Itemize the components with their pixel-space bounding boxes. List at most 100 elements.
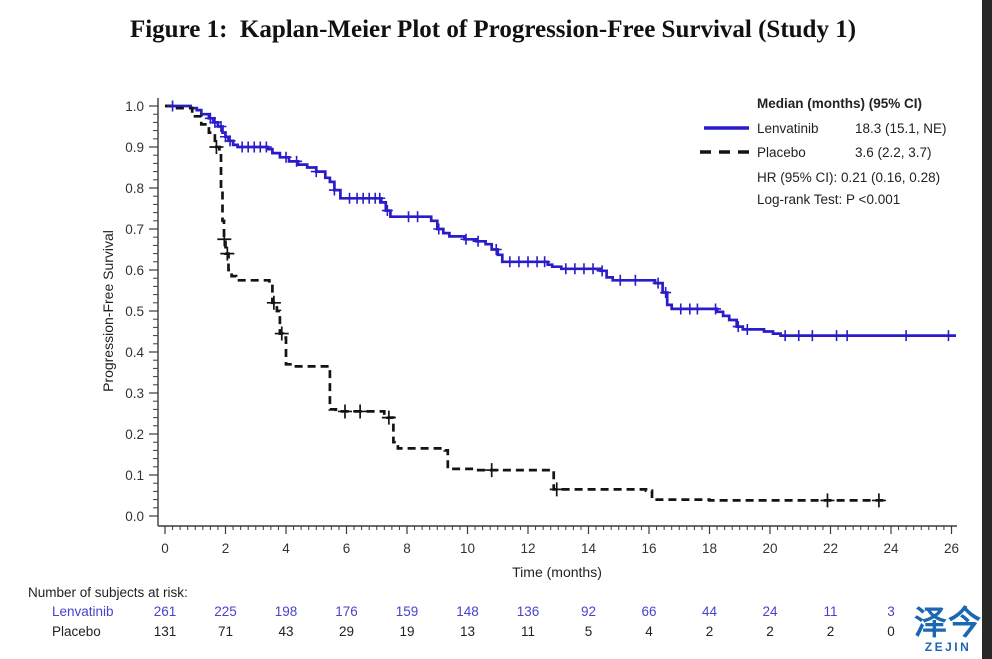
lenvatinib-censor-mark (260, 141, 272, 153)
hazard-ratio-text: HR (95% CI): 0.21 (0.16, 0.28) (757, 170, 940, 185)
at-risk-count: 11 (823, 604, 837, 619)
tick-marks (149, 105, 953, 534)
at-risk-count: 4 (645, 624, 653, 639)
placebo-censor-mark (871, 493, 886, 508)
axes (157, 98, 957, 527)
placebo-censor-mark (266, 295, 281, 310)
at-risk-count: 3 (887, 604, 895, 619)
lenvatinib-censor-mark (224, 135, 236, 147)
x-tick-label: 4 (282, 541, 290, 556)
at-risk-count: 13 (460, 624, 475, 639)
x-tick-label: 20 (762, 541, 777, 556)
lenvatinib-censor-mark (831, 330, 843, 342)
lenvatinib-censor-mark (779, 330, 791, 342)
at-risk-count: 43 (278, 624, 293, 639)
at-risk-row-label: Lenvatinib (52, 604, 114, 619)
at-risk-row-label: Placebo (52, 624, 101, 639)
lenvatinib-censor-mark (460, 233, 472, 245)
x-tick-label: 24 (883, 541, 899, 556)
at-risk-count: 19 (399, 624, 414, 639)
placebo-censor-mark (820, 493, 835, 508)
y-axis-title: Progression-Free Survival (100, 230, 116, 392)
y-tick-label: 1.0 (125, 99, 144, 114)
lenvatinib-censor-mark (793, 330, 805, 342)
lenvatinib-censor-mark (381, 205, 393, 217)
watermark-cjk-text: 泽今 (914, 604, 982, 641)
lenvatinib-censor-marks (167, 100, 954, 342)
lenvatinib-censor-mark (710, 303, 722, 315)
logrank-test-text: Log-rank Test: P <0.001 (757, 192, 900, 207)
lenvatinib-censor-mark (587, 263, 599, 275)
placebo-censor-mark (274, 326, 289, 341)
x-tick-label: 6 (343, 541, 351, 556)
at-risk-count: 44 (702, 604, 718, 619)
lenvatinib-curve (165, 104, 956, 337)
lenvatinib-censor-mark (291, 155, 303, 167)
placebo-censor-mark (549, 482, 564, 497)
at-risk-table: Number of subjects at risk: Lenvatinib 261… (28, 585, 895, 639)
legend: Median (months) (95% CI) Lenvatinib 18.3 (… (700, 96, 947, 207)
placebo-censor-mark (337, 404, 352, 419)
watermark-latin-text: ZEJIN (924, 640, 972, 654)
lenvatinib-censor-mark (741, 323, 753, 335)
x-axis-title: Time (months) (512, 564, 602, 580)
at-risk-count: 24 (762, 604, 778, 619)
lenvatinib-censor-mark (167, 100, 179, 112)
y-tick-label: 0.3 (125, 386, 144, 401)
x-tick-label: 18 (702, 541, 717, 556)
at-risk-count: 261 (154, 604, 177, 619)
x-tick-label: 22 (823, 541, 838, 556)
x-tick-label: 14 (581, 541, 597, 556)
lenvatinib-censor-mark (215, 121, 227, 132)
y-tick-label: 0.1 (125, 468, 144, 483)
y-tick-label: 0.2 (125, 427, 144, 442)
lenvatinib-censor-mark (900, 330, 912, 342)
placebo-censor-mark (209, 140, 224, 154)
at-risk-count: 198 (275, 604, 298, 619)
x-tick-label: 8 (403, 541, 411, 556)
x-tick-label: 12 (520, 541, 535, 556)
y-tick-label: 0.4 (125, 345, 144, 360)
watermark-logo: 泽今 ZEJIN (914, 606, 982, 653)
lenvatinib-censor-mark (841, 330, 853, 342)
y-tick-label: 0.9 (125, 140, 144, 155)
lenvatinib-censor-mark (942, 330, 954, 342)
lenvatinib-censor-mark (652, 277, 664, 289)
at-risk-count: 2 (827, 624, 835, 639)
lenvatinib-censor-mark (433, 223, 445, 235)
y-tick-label: 0.7 (125, 222, 144, 237)
screenshot-edge-strip (982, 0, 992, 659)
legend-median-lenvatinib: 18.3 (15.1, NE) (855, 121, 947, 136)
lenvatinib-censor-mark (614, 274, 626, 286)
lenvatinib-censor-mark (412, 211, 424, 223)
at-risk-count: 225 (214, 604, 237, 619)
placebo-censor-mark (381, 410, 396, 425)
y-tick-label: 0.8 (125, 181, 144, 196)
legend-label-placebo: Placebo (757, 145, 806, 160)
y-tick-label: 0.0 (125, 509, 144, 524)
x-tick-label: 26 (944, 541, 959, 556)
lenvatinib-censor-mark (691, 303, 703, 315)
legend-median-placebo: 3.6 (2.2, 3.7) (855, 145, 932, 160)
lenvatinib-censor-mark (280, 151, 292, 163)
y-tick-label: 0.6 (125, 263, 144, 278)
at-risk-count: 148 (456, 604, 479, 619)
at-risk-count: 92 (581, 604, 596, 619)
lenvatinib-censor-mark (209, 116, 221, 128)
at-risk-header: Number of subjects at risk: (28, 585, 188, 600)
at-risk-count: 136 (517, 604, 540, 619)
at-risk-count: 0 (887, 624, 895, 639)
at-risk-count: 5 (585, 624, 593, 639)
at-risk-count: 131 (154, 624, 177, 639)
at-risk-count: 176 (335, 604, 358, 619)
at-risk-count: 66 (641, 604, 656, 619)
lenvatinib-censor-mark (660, 287, 672, 299)
at-risk-count: 29 (339, 624, 354, 639)
placebo-censor-marks (209, 140, 886, 508)
x-tick-label: 10 (460, 541, 475, 556)
lenvatinib-censor-mark (472, 235, 484, 247)
lenvatinib-censor-mark (596, 265, 608, 277)
at-risk-count: 71 (218, 624, 233, 639)
x-tick-label: 16 (641, 541, 656, 556)
lenvatinib-censor-mark (539, 256, 551, 268)
